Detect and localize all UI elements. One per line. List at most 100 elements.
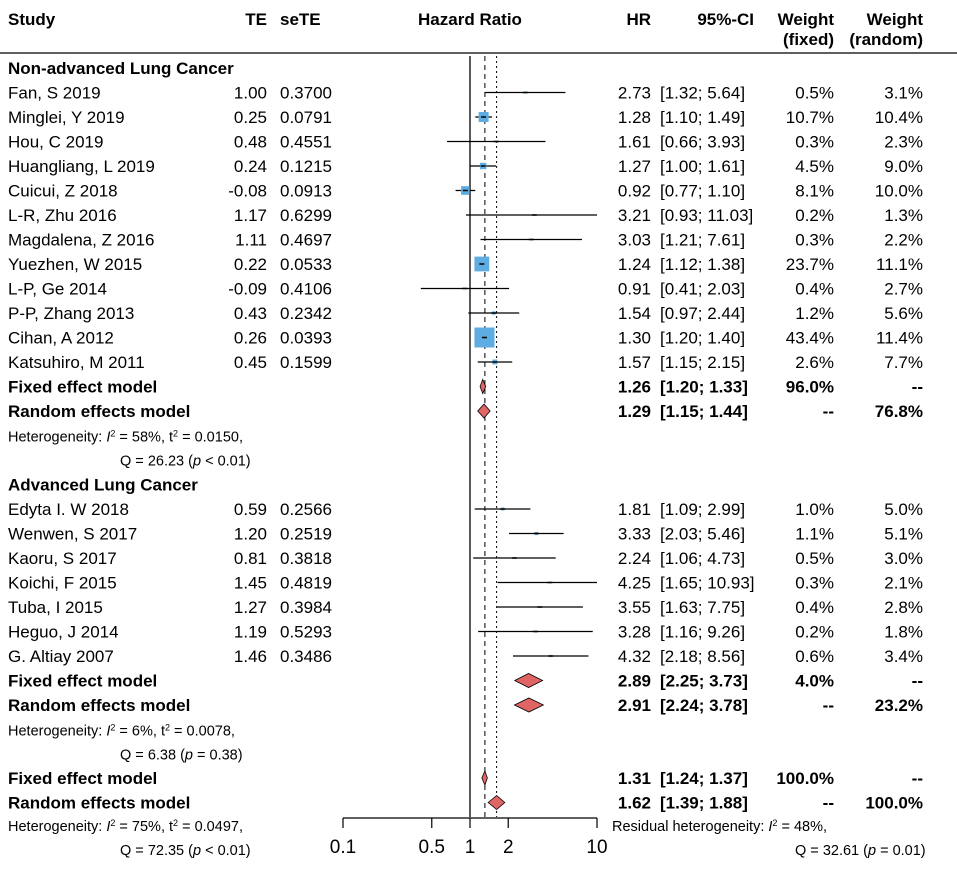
study-weight-random: 5.6% (884, 304, 923, 323)
study-te: 0.43 (234, 304, 267, 323)
study-ci: [0.41; 2.03] (660, 280, 745, 299)
study-sete: 0.1599 (280, 353, 332, 372)
study-ci: [1.00; 1.61] (660, 157, 745, 176)
x-axis-tick-label: 1 (465, 837, 476, 858)
study-hr: 3.21 (618, 206, 651, 225)
study-name: Minglei, Y 2019 (8, 108, 125, 127)
fixed-model-weight-fixed: 96.0% (786, 378, 834, 397)
study-weight-random: 11.4% (876, 329, 923, 348)
overall-random-model-diamond (487, 794, 506, 811)
header-weight-fixed: Weight (778, 10, 835, 29)
overall-random-model-hr: 1.62 (618, 794, 651, 813)
random-model-diamond (477, 403, 491, 419)
residual-i2: 48% (794, 819, 823, 835)
subgroup-heterogeneity-q-label: Q = (120, 748, 148, 764)
study-hr: 1.61 (618, 133, 651, 152)
study-weight-random: 2.7% (884, 280, 923, 299)
overall-random-model-weight-fixed: -- (823, 794, 834, 813)
study-hr: 1.28 (618, 108, 651, 127)
x-axis-tick-label: 2 (503, 837, 514, 858)
study-sete: 0.3984 (280, 598, 332, 617)
study-sete: 0.0791 (280, 108, 332, 127)
study-ci: [1.32; 5.64] (660, 84, 745, 103)
study-hr: 1.30 (618, 329, 651, 348)
overall-heterogeneity-p: < 0.01 (205, 843, 246, 859)
x-axis-tick-label: 0.1 (330, 837, 356, 858)
study-weight-random: 1.3% (884, 206, 923, 225)
overall-heterogeneity-comma: , (239, 819, 243, 835)
subgroup-heterogeneity-paren-open: ( (176, 748, 185, 764)
subgroup-heterogeneity-p: < 0.01 (205, 454, 246, 470)
study-weight-random: 5.1% (884, 525, 923, 544)
overall-fixed-model-diamond (481, 769, 488, 787)
subgroup-heterogeneity-p: = 0.38 (197, 748, 238, 764)
header-study: Study (8, 10, 56, 29)
study-weight-fixed: 0.6% (795, 647, 834, 666)
fixed-model-ci: [1.20; 1.33] (660, 378, 748, 397)
study-weight-random: 11.1% (876, 255, 923, 274)
study-name: Magdalena, Z 2016 (8, 231, 155, 250)
study-hr: 2.24 (618, 549, 651, 568)
study-hr: 1.81 (618, 500, 651, 519)
study-name: P-P, Zhang 2013 (8, 304, 134, 323)
subgroup-heterogeneity-prefix: Heterogeneity: (8, 430, 106, 446)
fixed-model-weight-fixed: 4.0% (795, 672, 834, 691)
study-sete: 0.3486 (280, 647, 332, 666)
study-hr: 3.55 (618, 598, 651, 617)
subgroup-heterogeneity-q-line: Q = 6.38 (p = 0.38) (120, 748, 243, 764)
study-hr: 1.57 (618, 353, 651, 372)
random-model-diamond (513, 697, 545, 713)
subgroup-heterogeneity-i2: 58% (132, 430, 161, 446)
study-name: Koichi, F 2015 (8, 574, 117, 593)
study-sete: 0.0913 (280, 182, 332, 201)
subgroup-heterogeneity-eq1: = (115, 724, 132, 740)
study-name: Fan, S 2019 (8, 84, 101, 103)
residual-i2-superscript: 2 (772, 818, 777, 828)
study-sete: 0.0393 (280, 329, 332, 348)
study-sete: 0.3700 (280, 84, 332, 103)
study-te: 0.24 (234, 157, 267, 176)
study-weight-random: 2.3% (884, 133, 923, 152)
residual-heterogeneity: Residual heterogeneity: I2 = 48%, (612, 818, 827, 835)
residual-p: = 0.01 (880, 843, 921, 859)
study-name: L-P, Ge 2014 (8, 280, 107, 299)
study-te: 0.26 (234, 329, 267, 348)
residual-prefix: Residual heterogeneity: (612, 819, 768, 835)
random-model-weight-random: 23.2% (875, 696, 923, 715)
study-te: 1.11 (235, 231, 267, 250)
header-hr: HR (626, 10, 651, 29)
study-weight-fixed: 0.5% (795, 549, 834, 568)
study-ci: [0.93; 11.03] (660, 206, 753, 225)
study-name: Edyta I. W 2018 (8, 500, 129, 519)
study-sete: 0.5293 (280, 623, 332, 642)
overall-fixed-model-hr: 1.31 (618, 769, 651, 788)
study-weight-random: 2.1% (884, 574, 923, 593)
header-te: TE (245, 10, 267, 29)
study-hr: 0.92 (618, 182, 651, 201)
study-ci: [1.65; 10.93] (660, 574, 755, 593)
study-hr: 0.91 (618, 280, 651, 299)
study-weight-fixed: 43.4% (786, 329, 834, 348)
study-sete: 0.6299 (280, 206, 332, 225)
study-weight-random: 1.8% (884, 623, 923, 642)
study-sete: 0.4819 (280, 574, 332, 593)
study-ci: [1.12; 1.38] (660, 255, 745, 274)
subgroup-heterogeneity-p-symbol: p (192, 454, 201, 470)
overall-heterogeneity-i2: 75% (132, 819, 161, 835)
fixed-model-ci: [2.25; 3.73] (660, 672, 748, 691)
subgroup-heterogeneity-paren-open: ( (184, 454, 193, 470)
header-weight-random: Weight (867, 10, 924, 29)
study-ci: [0.97; 2.44] (660, 304, 745, 323)
random-model-hr: 2.91 (618, 696, 651, 715)
overall-fixed-model-label: Fixed effect model (8, 769, 157, 788)
study-ci: [1.16; 9.26] (660, 623, 745, 642)
overall-heterogeneity-paren-close: ) (246, 843, 251, 859)
subgroup-heterogeneity-i2-superscript: 2 (110, 723, 115, 733)
x-axis-tick-label: 0.5 (419, 837, 445, 858)
study-te: 0.81 (234, 549, 267, 568)
study-ci: [0.66; 3.93] (660, 133, 745, 152)
header-weight-fixed-sub: (fixed) (783, 30, 834, 49)
overall-random-model-weight-random: 100.0% (865, 794, 923, 813)
subgroup-heterogeneity-p-symbol: p (184, 748, 193, 764)
study-weight-random: 3.1% (884, 84, 923, 103)
